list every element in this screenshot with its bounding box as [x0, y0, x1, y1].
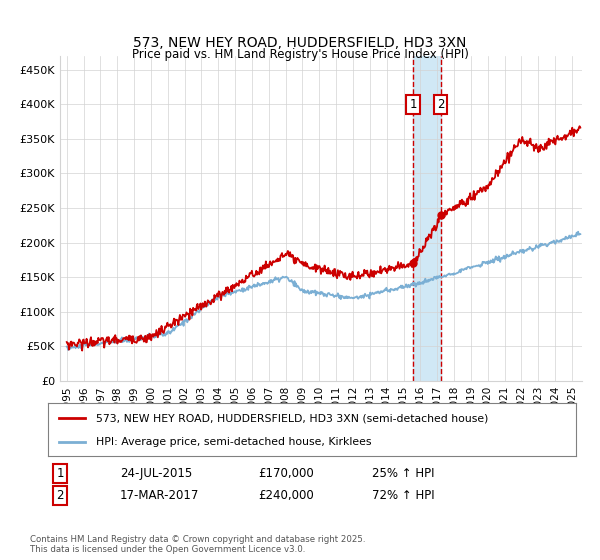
Text: 2: 2	[437, 98, 445, 111]
Text: Contains HM Land Registry data © Crown copyright and database right 2025.
This d: Contains HM Land Registry data © Crown c…	[30, 535, 365, 554]
Text: Price paid vs. HM Land Registry's House Price Index (HPI): Price paid vs. HM Land Registry's House …	[131, 48, 469, 60]
Text: 2: 2	[56, 489, 64, 502]
Text: £240,000: £240,000	[258, 489, 314, 502]
Bar	[413, 56, 441, 381]
Text: 1: 1	[56, 466, 64, 480]
Text: 1: 1	[409, 98, 416, 111]
Text: 72% ↑ HPI: 72% ↑ HPI	[372, 489, 434, 502]
Text: 573, NEW HEY ROAD, HUDDERSFIELD, HD3 3XN: 573, NEW HEY ROAD, HUDDERSFIELD, HD3 3XN	[133, 36, 467, 50]
Text: £170,000: £170,000	[258, 466, 314, 480]
Text: 573, NEW HEY ROAD, HUDDERSFIELD, HD3 3XN (semi-detached house): 573, NEW HEY ROAD, HUDDERSFIELD, HD3 3XN…	[95, 413, 488, 423]
Text: 24-JUL-2015: 24-JUL-2015	[120, 466, 192, 480]
Text: 17-MAR-2017: 17-MAR-2017	[120, 489, 199, 502]
Text: HPI: Average price, semi-detached house, Kirklees: HPI: Average price, semi-detached house,…	[95, 436, 371, 446]
Text: 25% ↑ HPI: 25% ↑ HPI	[372, 466, 434, 480]
